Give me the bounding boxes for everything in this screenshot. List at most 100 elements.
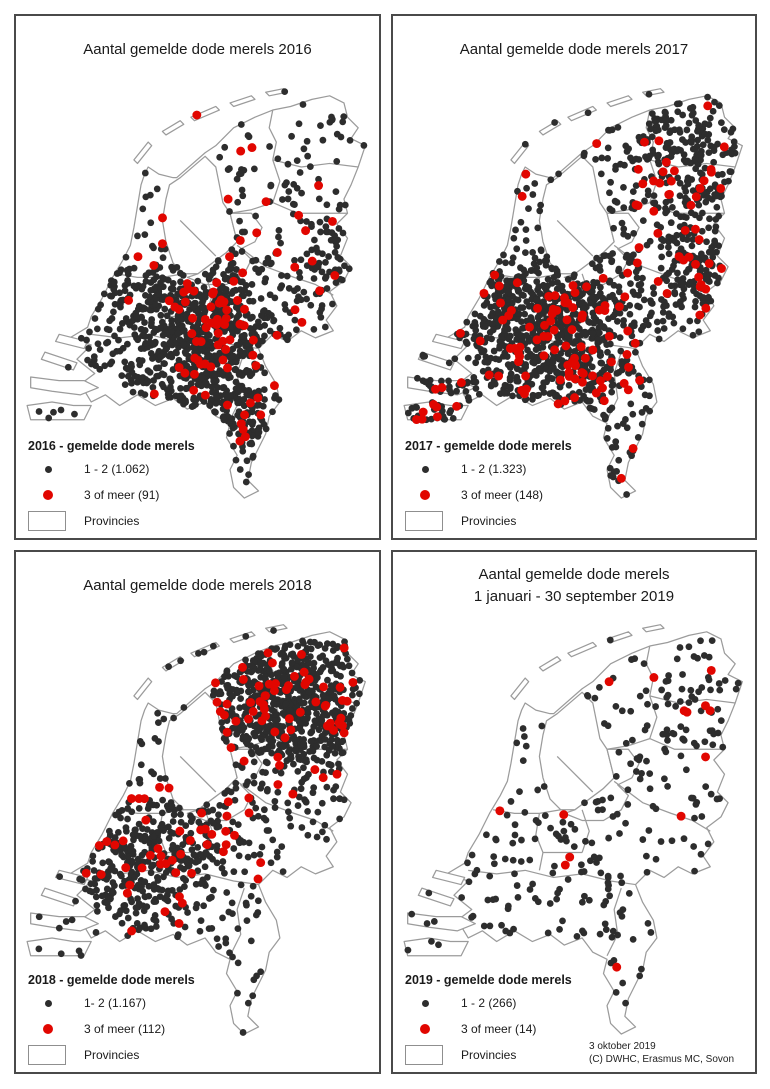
map-dot [225,370,232,378]
map-dot [623,491,631,498]
map-dot [86,328,93,336]
map-dot [690,283,698,291]
map-dot [507,375,515,382]
map-dot [653,276,663,286]
map-dot [491,292,498,300]
map-dot [600,901,608,909]
map-dot [622,253,630,261]
map-dot [533,278,541,285]
map-dot [678,303,685,311]
map-dot [553,369,560,377]
map-dot [147,287,155,294]
map-dot [702,275,710,283]
map-dot [156,851,166,861]
map-dot [230,830,239,840]
map-dot [316,654,324,662]
map-dot [269,836,277,844]
map-dot [645,321,652,329]
map-dot [274,788,282,796]
map-dot [595,854,603,862]
map-dot [492,836,500,844]
map-dot [150,898,158,905]
map-dot [657,838,665,845]
map-dot [197,917,205,925]
map-dot [196,927,204,935]
map-dot [112,848,120,856]
map-dot [484,370,494,380]
map-dot [206,352,213,359]
map-dot [234,198,242,206]
map-dot [532,353,540,361]
map-dot [592,139,602,149]
map-dot [225,335,235,345]
map-dot [486,279,494,286]
panel-title-line1: Aantal gemelde dode merels 2016 [83,41,312,58]
panel-title-line1: Aantal gemelde dode merels 2018 [83,577,312,594]
map-dot [236,217,243,225]
map-dot [668,837,676,845]
map-dot [162,775,169,782]
map-dot [336,713,346,723]
map-dot [637,280,645,288]
map-dot [266,143,273,150]
map-dot [261,691,270,701]
map-dot [304,808,311,815]
map-dot [100,290,108,298]
map-dot [269,700,277,708]
map-dot [141,231,149,238]
map-dot [124,815,131,823]
map-dot [698,227,706,235]
map-dot [172,296,180,303]
map-dot [597,869,605,877]
map-dot [654,327,662,334]
map-dot [706,185,714,193]
map-dot [223,889,231,896]
map-dot [612,438,620,446]
map-dot [228,899,236,907]
map-dot [135,820,143,828]
map-dot [563,837,570,845]
map-dot [508,259,516,267]
map-dot [620,204,628,212]
map-dot [627,280,634,287]
map-dot [328,742,336,750]
map-dot [330,786,337,794]
map-dot [221,143,229,151]
map-dot [214,257,222,264]
map-dot [237,170,245,177]
map-dot [490,270,500,280]
map-dot [556,925,563,933]
map-dot [227,788,235,796]
map-dot [608,126,616,134]
map-dot [197,808,207,818]
map-dot [456,378,466,388]
map-dot [153,364,160,372]
map-dot [619,979,627,987]
map-dot [254,681,264,691]
map-dot [501,855,509,863]
map-dot [189,302,197,310]
map-dot [484,896,492,904]
map-dot [512,326,520,334]
map-dot [567,820,575,828]
map-dot [635,156,643,163]
map-dot [704,136,712,144]
map-dot [447,389,455,397]
map-dot [137,863,147,873]
map-dot [570,288,580,298]
map-dot [655,335,663,343]
map-dot [662,144,670,151]
map-dots-large [412,101,729,483]
map-dot [663,302,670,309]
map-dot [267,259,275,267]
map-dot [300,740,308,748]
map-dot [706,215,713,223]
map-dot [587,857,594,865]
map-dot [94,340,102,348]
map-dot [210,377,218,385]
map-dot [219,384,227,392]
map-dot [643,868,651,876]
map-dot [617,347,625,355]
map-dot [258,312,265,319]
map-dot [137,326,145,333]
